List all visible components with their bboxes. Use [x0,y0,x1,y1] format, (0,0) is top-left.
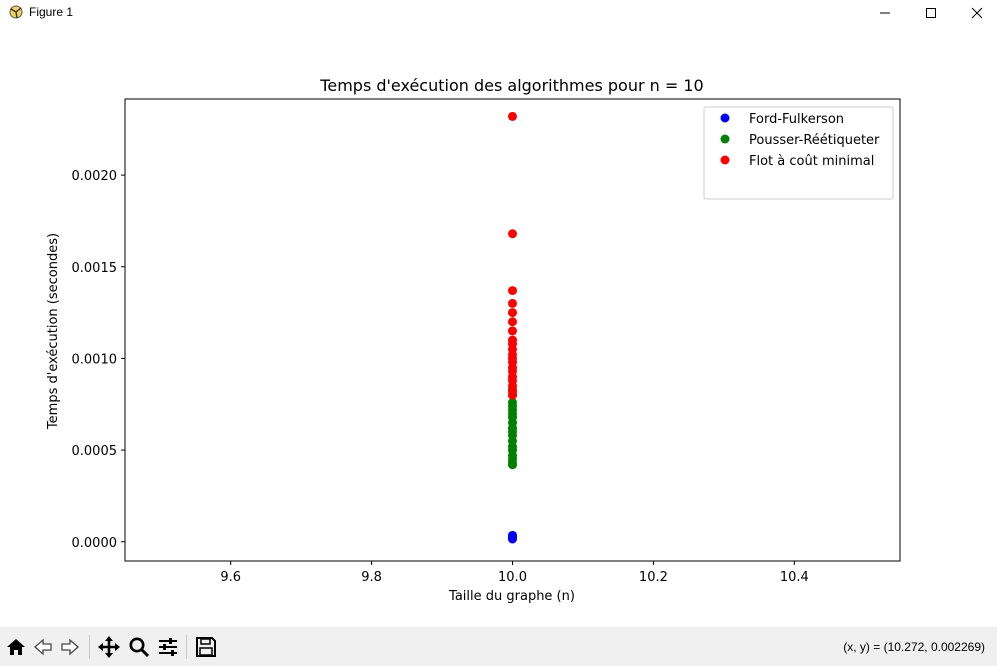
save-icon [196,637,216,657]
x-tick-label: 10.2 [639,570,668,585]
minimize-icon [880,12,890,14]
x-axis-ticks: 9.6 9.8 10.0 10.2 10.4 [220,561,809,585]
y-tick-label: 0.0010 [72,352,118,367]
x-tick-label: 10.4 [780,570,809,585]
figure-canvas[interactable]: Temps d'exécution des algorithmes pour n… [0,26,997,627]
home-button[interactable] [4,635,28,659]
point-series-1 [508,397,517,407]
point-series-2 [508,326,517,336]
forward-button[interactable] [58,635,82,659]
y-tick-label: 0.0000 [72,536,118,551]
cursor-coordinates: (x, y) = (10.272, 0.002269) [843,640,985,654]
point-series-2 [508,335,517,345]
maximize-button[interactable] [908,0,954,26]
zoom-magnifier-icon [129,637,150,658]
chart-title: Temps d'exécution des algorithmes pour n… [319,76,703,95]
pan-button[interactable] [97,635,121,659]
point-series-0 [508,530,517,540]
y-tick-label: 0.0020 [72,169,118,184]
x-axis-label: Taille du graphe (n) [448,589,575,604]
configure-subplots-button[interactable] [156,635,180,659]
data-points [508,111,517,544]
matplotlib-figure-icon [9,5,23,19]
toolbar-separator [186,635,187,659]
legend-label: Pousser-Réétiqueter [749,133,880,148]
close-icon [971,7,983,19]
back-button[interactable] [31,635,55,659]
window-titlebar: Figure 1 [0,0,997,26]
legend: Ford-Fulkerson Pousser-Réétiqueter Flot à … [703,106,894,200]
scatter-chart: Temps d'exécution des algorithmes pour n… [46,76,901,604]
y-axis-label: Temps d'exécution (secondes) [46,233,61,430]
point-series-2 [508,229,517,239]
legend-box [703,106,894,200]
legend-label: Flot à coût minimal [749,154,874,169]
x-tick-label: 10.0 [498,570,527,585]
zoom-button[interactable] [127,635,151,659]
legend-marker [720,113,730,123]
forward-arrow-icon [61,638,79,656]
legend-marker [720,155,730,165]
y-axis-ticks: 0.0000 0.0005 0.0010 0.0015 0.0020 [72,169,125,551]
close-button[interactable] [954,0,997,26]
window-title: Figure 1 [29,5,74,19]
maximize-icon [926,8,936,18]
y-tick-label: 0.0015 [72,261,118,276]
y-tick-label: 0.0005 [72,444,118,459]
point-series-2 [508,298,517,308]
point-series-2 [508,286,517,296]
legend-label: Ford-Fulkerson [749,112,844,127]
back-arrow-icon [34,638,52,656]
point-series-2 [508,317,517,327]
x-tick-label: 9.6 [220,570,241,585]
x-tick-label: 9.8 [361,570,382,585]
legend-marker [720,134,730,144]
save-button[interactable] [194,635,218,659]
navigation-toolbar: (x, y) = (10.272, 0.002269) [0,627,997,666]
home-icon [7,639,25,655]
configure-subplots-icon [159,638,177,656]
pan-icon [98,636,120,658]
point-series-2 [508,308,517,318]
toolbar-separator [89,635,90,659]
point-series-2 [508,111,517,121]
minimize-button[interactable] [862,0,908,26]
